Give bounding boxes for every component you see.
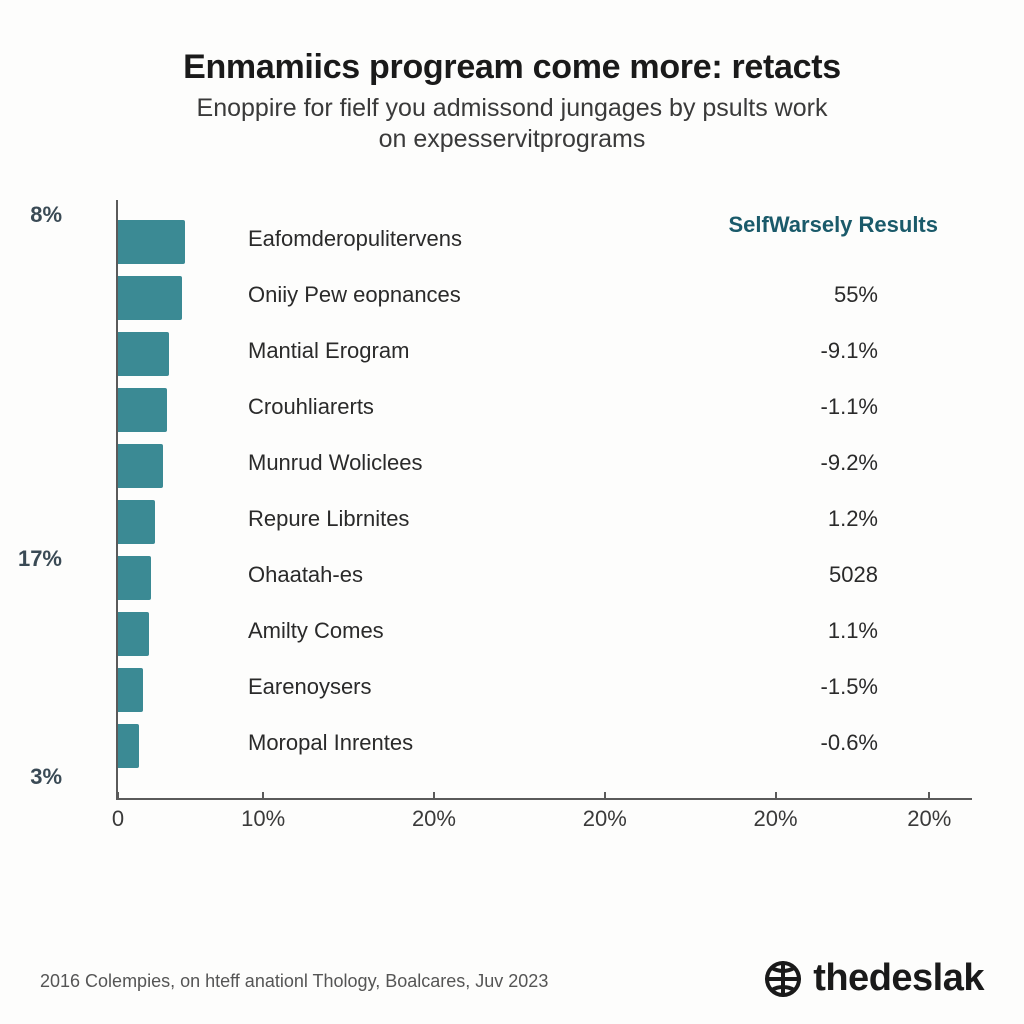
bar: [118, 668, 143, 712]
x-tick-label: 10%: [241, 806, 285, 832]
value-label: 55%: [834, 282, 878, 308]
value-label: -1.1%: [821, 394, 878, 420]
globe-icon: [763, 959, 803, 999]
category-label: Oniiy Pew eopnances: [248, 282, 461, 308]
bar-chart: 8%17%3% SelfWarsely Results Eafomderopul…: [72, 200, 972, 840]
table-row: Earenoysers -1.5%: [118, 662, 938, 718]
x-tick-label: 20%: [754, 806, 798, 832]
x-axis-ticks: 010%20%20%20%20%: [118, 800, 972, 840]
value-label: -0.6%: [821, 730, 878, 756]
category-label: Munrud Woliclees: [248, 450, 422, 476]
table-row: Moropal Inrentes -0.6%: [118, 718, 938, 774]
value-label: -9.1%: [821, 338, 878, 364]
x-tick-label: 20%: [907, 806, 951, 832]
brand-logo: thedeslak: [763, 957, 984, 1000]
table-row: Ohaatah-es 5028: [118, 550, 938, 606]
bar: [118, 500, 155, 544]
bar: [118, 388, 167, 432]
subtitle-line-1: Enoppire for fielf you admissond jungage…: [197, 94, 828, 122]
x-tick-mark: [433, 792, 435, 800]
x-tick-mark: [604, 792, 606, 800]
table-row: Munrud Woliclees -9.2%: [118, 438, 938, 494]
chart-subtitle: Enoppire for fielf you admissond jungage…: [40, 93, 984, 156]
category-label: Mantial Erogram: [248, 338, 409, 364]
category-label: Moropal Inrentes: [248, 730, 413, 756]
category-label: Repure Librnites: [248, 506, 409, 532]
table-row: Amilty Comes 1.1%: [118, 606, 938, 662]
table-row: Eafomderopulitervens: [118, 214, 938, 270]
category-label: Crouhliarerts: [248, 394, 374, 420]
bar: [118, 612, 149, 656]
value-label: 1.2%: [828, 506, 878, 532]
value-label: -1.5%: [821, 674, 878, 700]
x-tick-label: 0: [112, 806, 124, 832]
table-row: Crouhliarerts -1.1%: [118, 382, 938, 438]
x-tick-mark: [928, 792, 930, 800]
value-label: 5028: [829, 562, 878, 588]
value-label: 1.1%: [828, 618, 878, 644]
table-row: Mantial Erogram -9.1%: [118, 326, 938, 382]
x-tick-mark: [775, 792, 777, 800]
category-label: Eafomderopulitervens: [248, 226, 462, 252]
y-axis-label: 17%: [12, 546, 62, 572]
bar: [118, 220, 185, 264]
bar-rows: Eafomderopulitervens Oniiy Pew eopnances 5…: [118, 214, 938, 798]
x-tick-mark: [117, 792, 119, 800]
subtitle-line-2: on expesservitprograms: [379, 125, 646, 153]
category-label: Ohaatah-es: [248, 562, 363, 588]
brand-text: thedeslak: [813, 957, 984, 1000]
bar: [118, 724, 139, 768]
table-row: Repure Librnites 1.2%: [118, 494, 938, 550]
y-axis-label: 3%: [12, 764, 62, 790]
category-label: Earenoysers: [248, 674, 372, 700]
bar: [118, 556, 151, 600]
value-label: -9.2%: [821, 450, 878, 476]
bar: [118, 276, 182, 320]
x-tick-label: 20%: [412, 806, 456, 832]
table-row: Oniiy Pew eopnances 55%: [118, 270, 938, 326]
x-tick-label: 20%: [583, 806, 627, 832]
bar: [118, 332, 169, 376]
chart-title: Enmamiics progream come more: retacts: [40, 48, 984, 87]
y-axis-label: 8%: [12, 202, 62, 228]
x-tick-mark: [262, 792, 264, 800]
source-footer: 2016 Colempies, on hteff anationl Tholog…: [40, 971, 548, 992]
category-label: Amilty Comes: [248, 618, 384, 644]
bar: [118, 444, 163, 488]
